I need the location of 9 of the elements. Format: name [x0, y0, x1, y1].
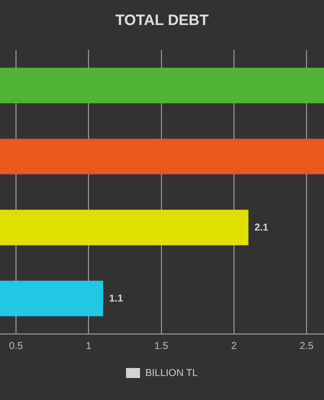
x-tick-label: 1.5	[154, 340, 169, 352]
text: BILLION TL	[145, 368, 198, 378]
x-tick-label: 1	[86, 340, 92, 352]
data-label: 2.1	[254, 222, 269, 234]
data-label: 1.1	[109, 293, 124, 304]
x-tick-label: 2.5	[300, 340, 314, 352]
x-tick-label: 2	[231, 340, 238, 352]
x-tick-label: 0.5	[9, 340, 24, 352]
chart-title: TOTAL DEBT	[115, 12, 209, 30]
